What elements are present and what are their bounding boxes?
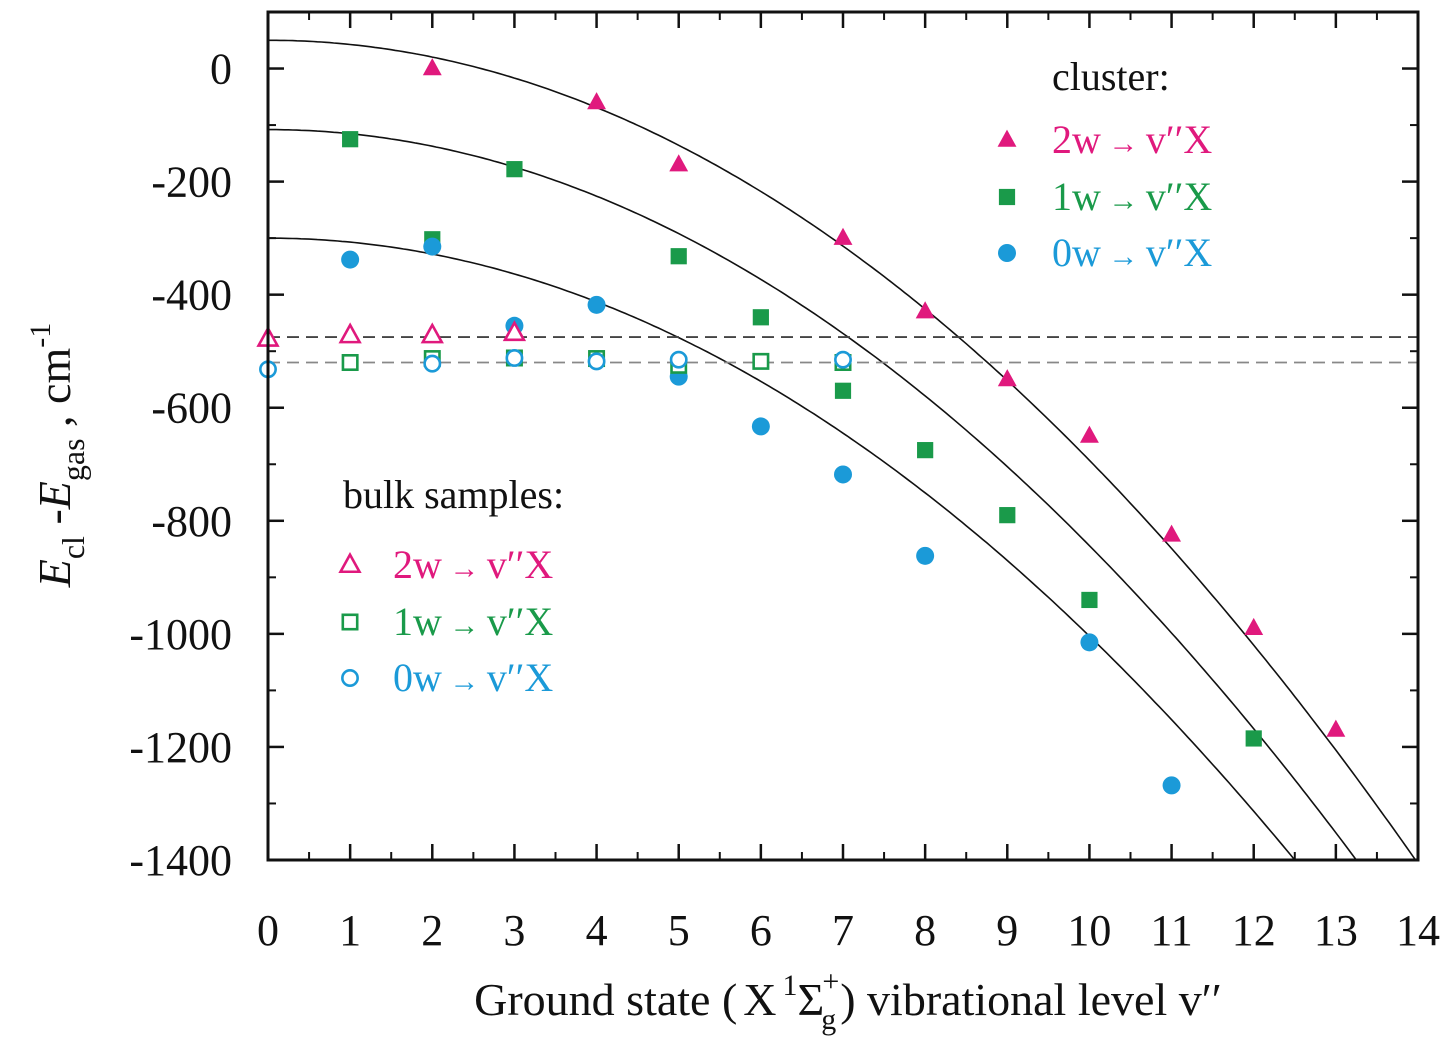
data-markers [256, 58, 1346, 795]
data-point [1162, 776, 1181, 795]
plot-frame [266, 10, 1420, 862]
y-tick-label: 0 [210, 45, 232, 94]
x-axis-title: Ground state (X 1Σ+ g) vibrational level v… [474, 965, 1222, 1036]
data-point [506, 161, 523, 178]
legend-cluster: cluster: [1052, 54, 1170, 99]
x-tick-label: 14 [1396, 906, 1440, 955]
data-point [423, 237, 442, 256]
data-point [669, 350, 688, 369]
data-point [1081, 591, 1098, 609]
fit-curve [268, 39, 1417, 860]
x-tick-label: 8 [914, 906, 936, 955]
data-point [1162, 524, 1182, 542]
data-point [1244, 617, 1264, 635]
data-point [752, 352, 770, 370]
x-tick-label: 11 [1150, 906, 1192, 955]
x-tick-label: 10 [1067, 906, 1111, 955]
data-point [420, 322, 444, 344]
data-point [916, 546, 935, 565]
data-point [587, 352, 606, 371]
data-point [1326, 719, 1346, 737]
legend-label: 0w → v′′X [1052, 230, 1212, 275]
data-point [422, 58, 442, 76]
x-tick-label: 5 [668, 906, 690, 955]
x-tick-label: 9 [996, 906, 1018, 955]
data-point [751, 417, 770, 436]
x-tick-label: 12 [1232, 906, 1276, 955]
data-point [915, 301, 935, 319]
data-point [752, 309, 769, 326]
y-tick-label: -200 [151, 158, 232, 207]
data-point [917, 442, 934, 459]
data-point [833, 227, 853, 245]
data-point [587, 295, 606, 314]
data-point [670, 248, 687, 265]
data-point [669, 154, 689, 172]
x-tick-label: 7 [832, 906, 854, 955]
y-axis-title: Ecl -Egas , cm-1 [24, 323, 91, 589]
data-point [834, 465, 852, 484]
legend-entries: 2w → v′′X 1w → v′′X 0w → v′′X 2w → v′′X 1w →… [338, 117, 1212, 700]
data-point [834, 350, 852, 369]
data-point [338, 322, 362, 344]
data-point [834, 382, 852, 399]
x-tick-label: 6 [750, 906, 772, 955]
x-tick-label: 2 [421, 906, 443, 955]
fit-curves [268, 39, 1417, 860]
data-point [1245, 730, 1262, 747]
data-point [587, 92, 607, 110]
x-tick-label: 1 [339, 906, 361, 955]
fit-curve [268, 237, 1296, 860]
legend-marker [998, 188, 1016, 206]
data-point [997, 369, 1017, 387]
x-tick-label: 4 [586, 906, 608, 955]
axis-ticks [266, 12, 1420, 862]
y-tick-label: -600 [151, 384, 232, 433]
x-tick-label: 0 [257, 906, 279, 955]
data-point [341, 250, 360, 269]
legend-bulk: bulk samples: [343, 472, 564, 517]
fit-curve [268, 128, 1358, 860]
legend-label: 2w → v′′X [393, 542, 553, 587]
legend-label: 1w → v′′X [1052, 174, 1212, 219]
legend-label: 1w → v′′X [393, 599, 553, 644]
data-point [341, 354, 359, 372]
legend-cluster-title: cluster: [1052, 54, 1170, 99]
y-tick-label: -1400 [129, 836, 232, 885]
y-tick-label: -400 [151, 271, 232, 320]
data-point [502, 320, 527, 342]
x-tick-label: 13 [1314, 906, 1358, 955]
legend-marker [341, 613, 359, 631]
legend-label: 2w → v′′X [1052, 117, 1212, 162]
legend-marker [998, 244, 1016, 262]
data-point [423, 354, 442, 373]
data-point [1080, 633, 1099, 652]
data-point [342, 131, 359, 148]
data-point [999, 507, 1016, 524]
data-point [505, 349, 524, 367]
y-tick-label: -1000 [129, 610, 232, 659]
legend-marker [338, 551, 362, 574]
legend-marker [997, 129, 1017, 147]
y-tick-label: -1200 [129, 723, 232, 772]
legend-label: 0w → v′′X [393, 655, 553, 700]
legend-marker [341, 669, 359, 687]
y-tick-label: -800 [151, 497, 232, 546]
tick-labels: 0 1 2 3 4 5 6 7 8 9 10 11 12 13 140-200-400-600-800-10… [129, 45, 1440, 955]
data-point [1079, 425, 1099, 443]
legend-bulk-title: bulk samples: [343, 472, 564, 517]
x-tick-label: 3 [503, 906, 525, 955]
